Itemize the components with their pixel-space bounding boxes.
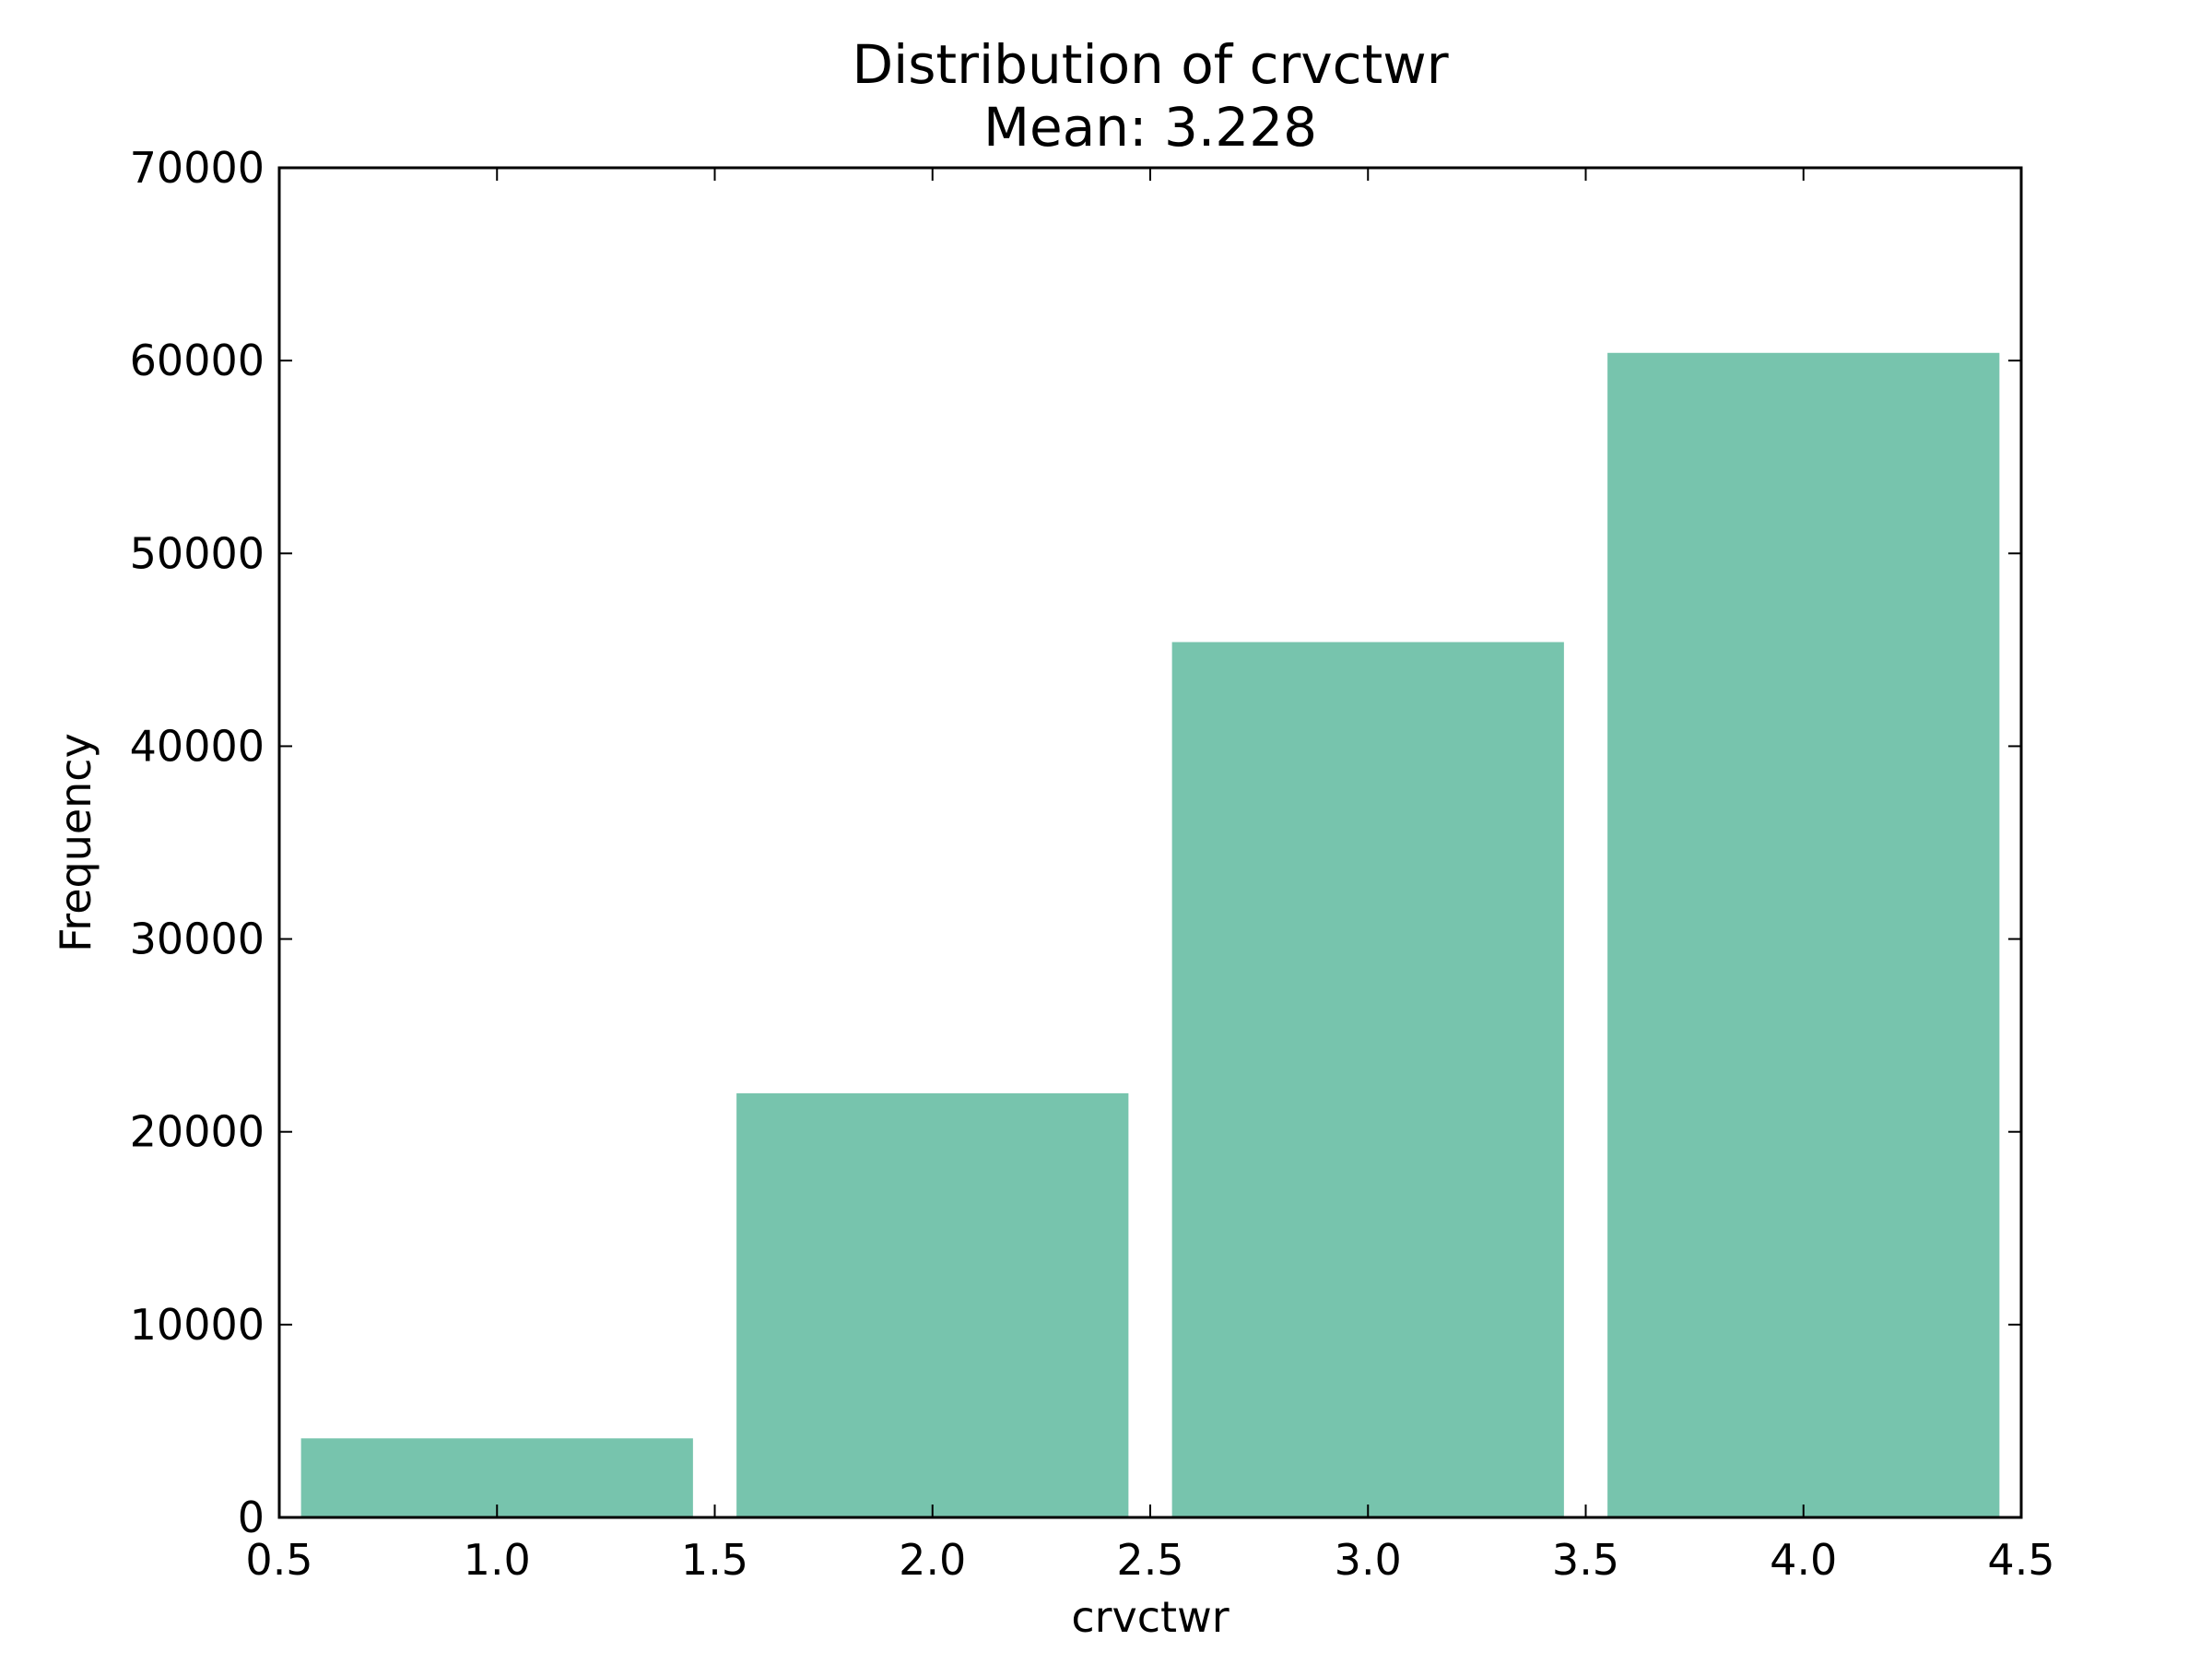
x-tick-label: 3.5 — [1552, 1535, 1619, 1585]
y-axis-label: Frequency — [51, 733, 100, 952]
y-tick-label: 50000 — [130, 528, 265, 578]
y-tick-label: 60000 — [130, 336, 265, 385]
y-tick-label: 0 — [238, 1493, 265, 1542]
y-tick-label: 10000 — [130, 1300, 265, 1350]
x-axis-label: crvctwr — [1071, 1592, 1229, 1642]
bar-3 — [1171, 642, 1564, 1517]
x-axis: 0.5 1.0 1.5 2.0 2.5 3.0 3.5 4.0 4.5 — [245, 168, 2055, 1585]
x-tick-label: 1.0 — [464, 1535, 531, 1585]
x-tick-label: 0.5 — [245, 1535, 312, 1585]
x-tick-label: 4.5 — [1987, 1535, 2054, 1585]
bar-1 — [300, 1438, 693, 1517]
bar-4 — [1607, 352, 2000, 1518]
chart-title: Distribution of crvctwr — [852, 33, 1448, 96]
y-tick-label: 20000 — [130, 1107, 265, 1157]
bar-2 — [736, 1092, 1129, 1517]
y-axis: 0 10000 20000 30000 40000 50000 60000 70000 — [130, 143, 2021, 1542]
y-tick-label: 40000 — [130, 721, 265, 771]
y-tick-label: 70000 — [130, 143, 265, 193]
bar-group — [300, 352, 2000, 1518]
x-tick-label: 1.5 — [681, 1535, 748, 1585]
x-tick-label: 2.0 — [899, 1535, 966, 1585]
x-tick-label: 2.5 — [1116, 1535, 1183, 1585]
chart-subtitle: Mean: 3.228 — [983, 96, 1317, 159]
x-tick-label: 3.0 — [1335, 1535, 1402, 1585]
x-tick-label: 4.0 — [1770, 1535, 1837, 1585]
y-tick-label: 30000 — [130, 915, 265, 964]
